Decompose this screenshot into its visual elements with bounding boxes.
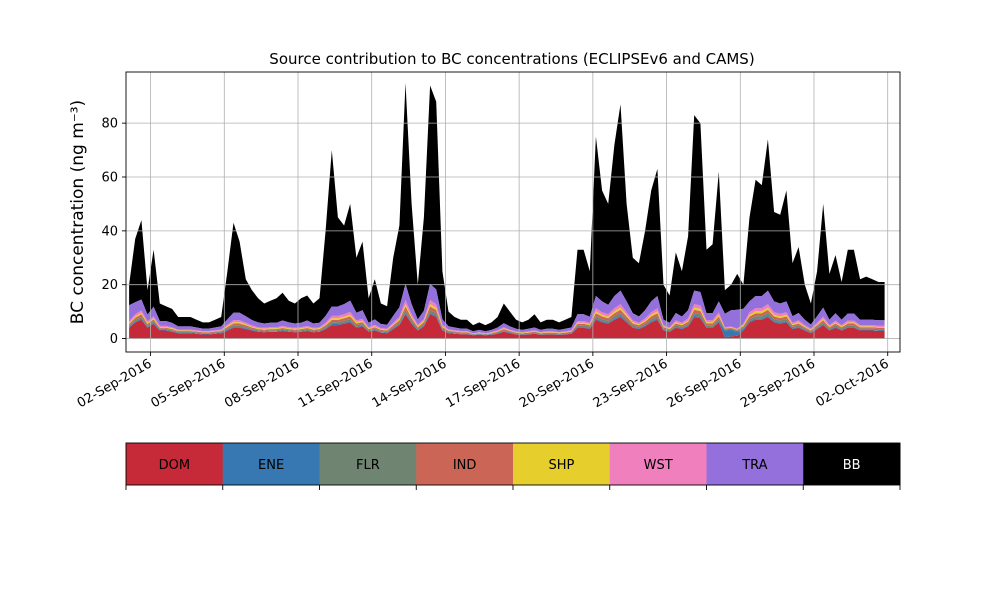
legend-swatch-ene [222, 443, 320, 485]
y-tick-label: 40 [101, 224, 118, 239]
legend-swatch-shp [513, 443, 611, 485]
legend-swatch-tra [706, 443, 804, 485]
source-legend-colorbar: DOM ENE FLR IND SHP WST TRA BB [125, 442, 901, 490]
legend-label-dom: DOM [159, 458, 190, 473]
legend-swatch-bb [803, 443, 901, 485]
y-tick-label: 20 [101, 278, 118, 293]
legend-swatch-ind [416, 443, 514, 485]
legend-label-flr: FLR [356, 458, 380, 473]
legend-swatch-dom [126, 443, 224, 485]
y-tick-label: 60 [101, 171, 118, 186]
area-series-bb [129, 82, 885, 332]
plot-frame [125, 71, 901, 353]
legend-label-shp: SHP [548, 458, 574, 473]
legend-label-ene: ENE [258, 458, 284, 473]
legend-label-tra: TRA [741, 458, 767, 473]
legend-label-bb: BB [843, 458, 861, 473]
chart-title: Source contribution to BC concentrations… [269, 50, 754, 68]
legend-swatch-wst [609, 443, 707, 485]
legend-label-ind: IND [453, 458, 477, 473]
area-series-dom [129, 314, 885, 339]
y-axis-label: BC concentration (ng m⁻³) [68, 100, 88, 324]
area-series-ene [129, 313, 885, 338]
legend-label-wst: WST [644, 458, 673, 473]
y-tick-label: 80 [101, 117, 118, 132]
legend-swatch-flr [319, 443, 417, 485]
area-series-tra [129, 283, 885, 334]
y-tick-label: 0 [110, 332, 118, 347]
